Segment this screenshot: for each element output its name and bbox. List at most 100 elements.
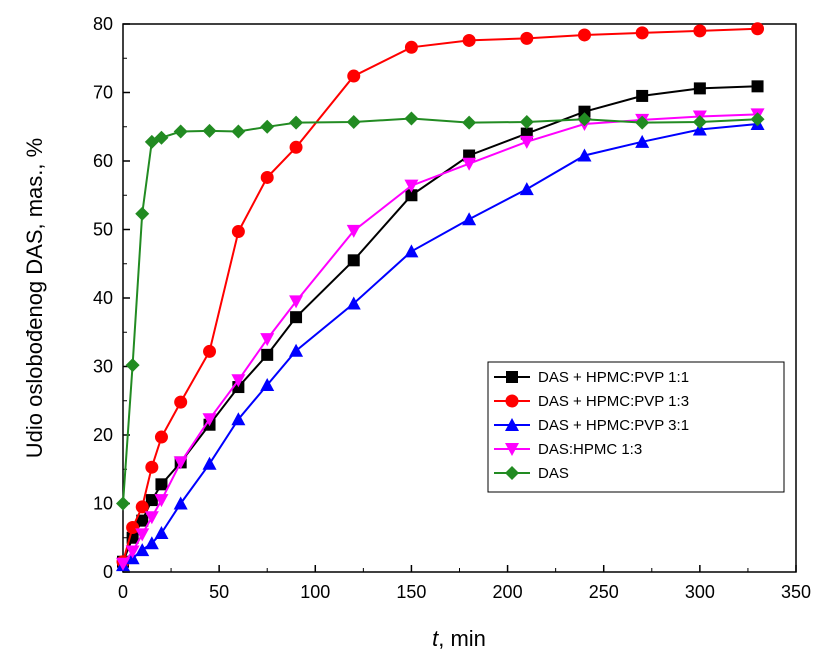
data-point (577, 148, 592, 162)
x-tick-label: 100 (300, 582, 330, 602)
data-point (577, 112, 592, 127)
data-point (693, 82, 706, 95)
data-point (260, 333, 275, 347)
data-point (289, 140, 303, 154)
y-tick-label: 0 (103, 562, 113, 582)
data-point (125, 358, 140, 373)
x-tick-label: 350 (781, 582, 811, 602)
legend: DAS + HPMC:PVP 1:1 DAS + HPMC:PVP 1:3 DAS … (487, 361, 785, 493)
legend-item-das: DAS (494, 465, 569, 482)
y-tick-label: 40 (93, 288, 113, 308)
data-point (462, 115, 477, 130)
data-point (154, 494, 169, 508)
y-tick-label: 50 (93, 220, 113, 240)
data-point (347, 69, 361, 83)
legend-label: DAS + HPMC:PVP 1:3 (538, 393, 689, 410)
data-point (751, 22, 765, 36)
y-tick-label: 30 (93, 357, 113, 377)
data-point (519, 135, 534, 149)
data-point (155, 478, 168, 491)
data-point (635, 26, 649, 40)
x-axis-title: t, min (432, 626, 486, 651)
legend-label: DAS (538, 465, 569, 482)
data-point (578, 105, 591, 118)
data-point (519, 114, 534, 129)
data-point (154, 430, 168, 444)
y-tick-label: 10 (93, 494, 113, 514)
legend-marker (505, 394, 519, 408)
y-axis-title: Udio oslobođenog DAS, mas., % (22, 138, 47, 458)
data-point (520, 31, 534, 45)
data-point (126, 520, 140, 534)
data-point (202, 123, 217, 138)
series-line (122, 27, 758, 562)
y-tick-label: 70 (93, 83, 113, 103)
series-line (122, 117, 758, 504)
data-point (260, 170, 274, 184)
legend-marker (505, 443, 519, 456)
data-point (289, 343, 304, 357)
y-tick-label: 80 (93, 14, 113, 34)
legend-item-das-hpmc-1-3: DAS:HPMC 1:3 (494, 441, 642, 458)
series-das-hpmc-pvp-1-1 (117, 80, 764, 568)
data-point (462, 157, 477, 171)
data-point (173, 496, 188, 510)
data-point (289, 115, 304, 130)
x-tick-label: 300 (685, 582, 715, 602)
data-point (135, 543, 150, 557)
data-point (116, 496, 130, 511)
data-point (404, 111, 419, 126)
data-point (135, 206, 150, 221)
x-tick-label: 150 (396, 582, 426, 602)
data-point (173, 124, 188, 139)
data-point (261, 348, 274, 361)
data-point (231, 124, 246, 139)
data-point (289, 295, 304, 309)
legend-marker (505, 418, 519, 431)
data-point (693, 24, 707, 38)
legend-items: DAS + HPMC:PVP 1:1 DAS + HPMC:PVP 1:3 DAS … (494, 369, 689, 482)
legend-item-das-hpmc-pvp-3-1: DAS + HPMC:PVP 3:1 (494, 417, 689, 434)
legend-marker (506, 371, 518, 383)
data-point (231, 374, 246, 388)
data-point (692, 114, 707, 129)
data-point (636, 89, 649, 102)
data-point (404, 179, 419, 193)
legend-label: DAS + HPMC:PVP 3:1 (538, 417, 689, 434)
data-point (346, 296, 361, 310)
axis-ticks: 0 50 100 150 200 250 300 350 0 10 20 30 40 50 60 70 80 (93, 14, 811, 602)
data-point (346, 224, 361, 238)
data-point (404, 244, 419, 258)
data-point (692, 122, 707, 136)
y-tick-label: 20 (93, 425, 113, 445)
data-point (203, 344, 217, 358)
data-point (231, 412, 246, 426)
x-axis-title-rest: , min (438, 626, 486, 651)
data-point (125, 545, 140, 559)
data-point (135, 500, 149, 514)
series-layer (116, 22, 765, 572)
data-point (462, 33, 476, 47)
data-point (750, 112, 765, 127)
data-point (202, 456, 217, 470)
data-point (145, 494, 158, 507)
legend-label: DAS + HPMC:PVP 1:1 (538, 369, 689, 386)
data-point (231, 225, 245, 239)
data-point (154, 130, 169, 145)
data-point (751, 80, 764, 93)
x-axis-title-italic: t (432, 626, 439, 651)
data-point (405, 189, 418, 202)
series-line (122, 113, 758, 565)
data-point (135, 528, 150, 542)
data-point (519, 182, 534, 196)
series-das-hpmc-pvp-1-3 (116, 22, 765, 569)
series-das (116, 111, 765, 511)
data-point (136, 514, 149, 527)
data-point (144, 511, 159, 525)
x-tick-label: 250 (589, 582, 619, 602)
x-tick-label: 200 (493, 582, 523, 602)
legend-item-das-hpmc-pvp-1-1: DAS + HPMC:PVP 1:1 (494, 369, 689, 386)
data-point (173, 456, 188, 470)
data-point (260, 377, 275, 391)
legend-box (487, 361, 785, 493)
